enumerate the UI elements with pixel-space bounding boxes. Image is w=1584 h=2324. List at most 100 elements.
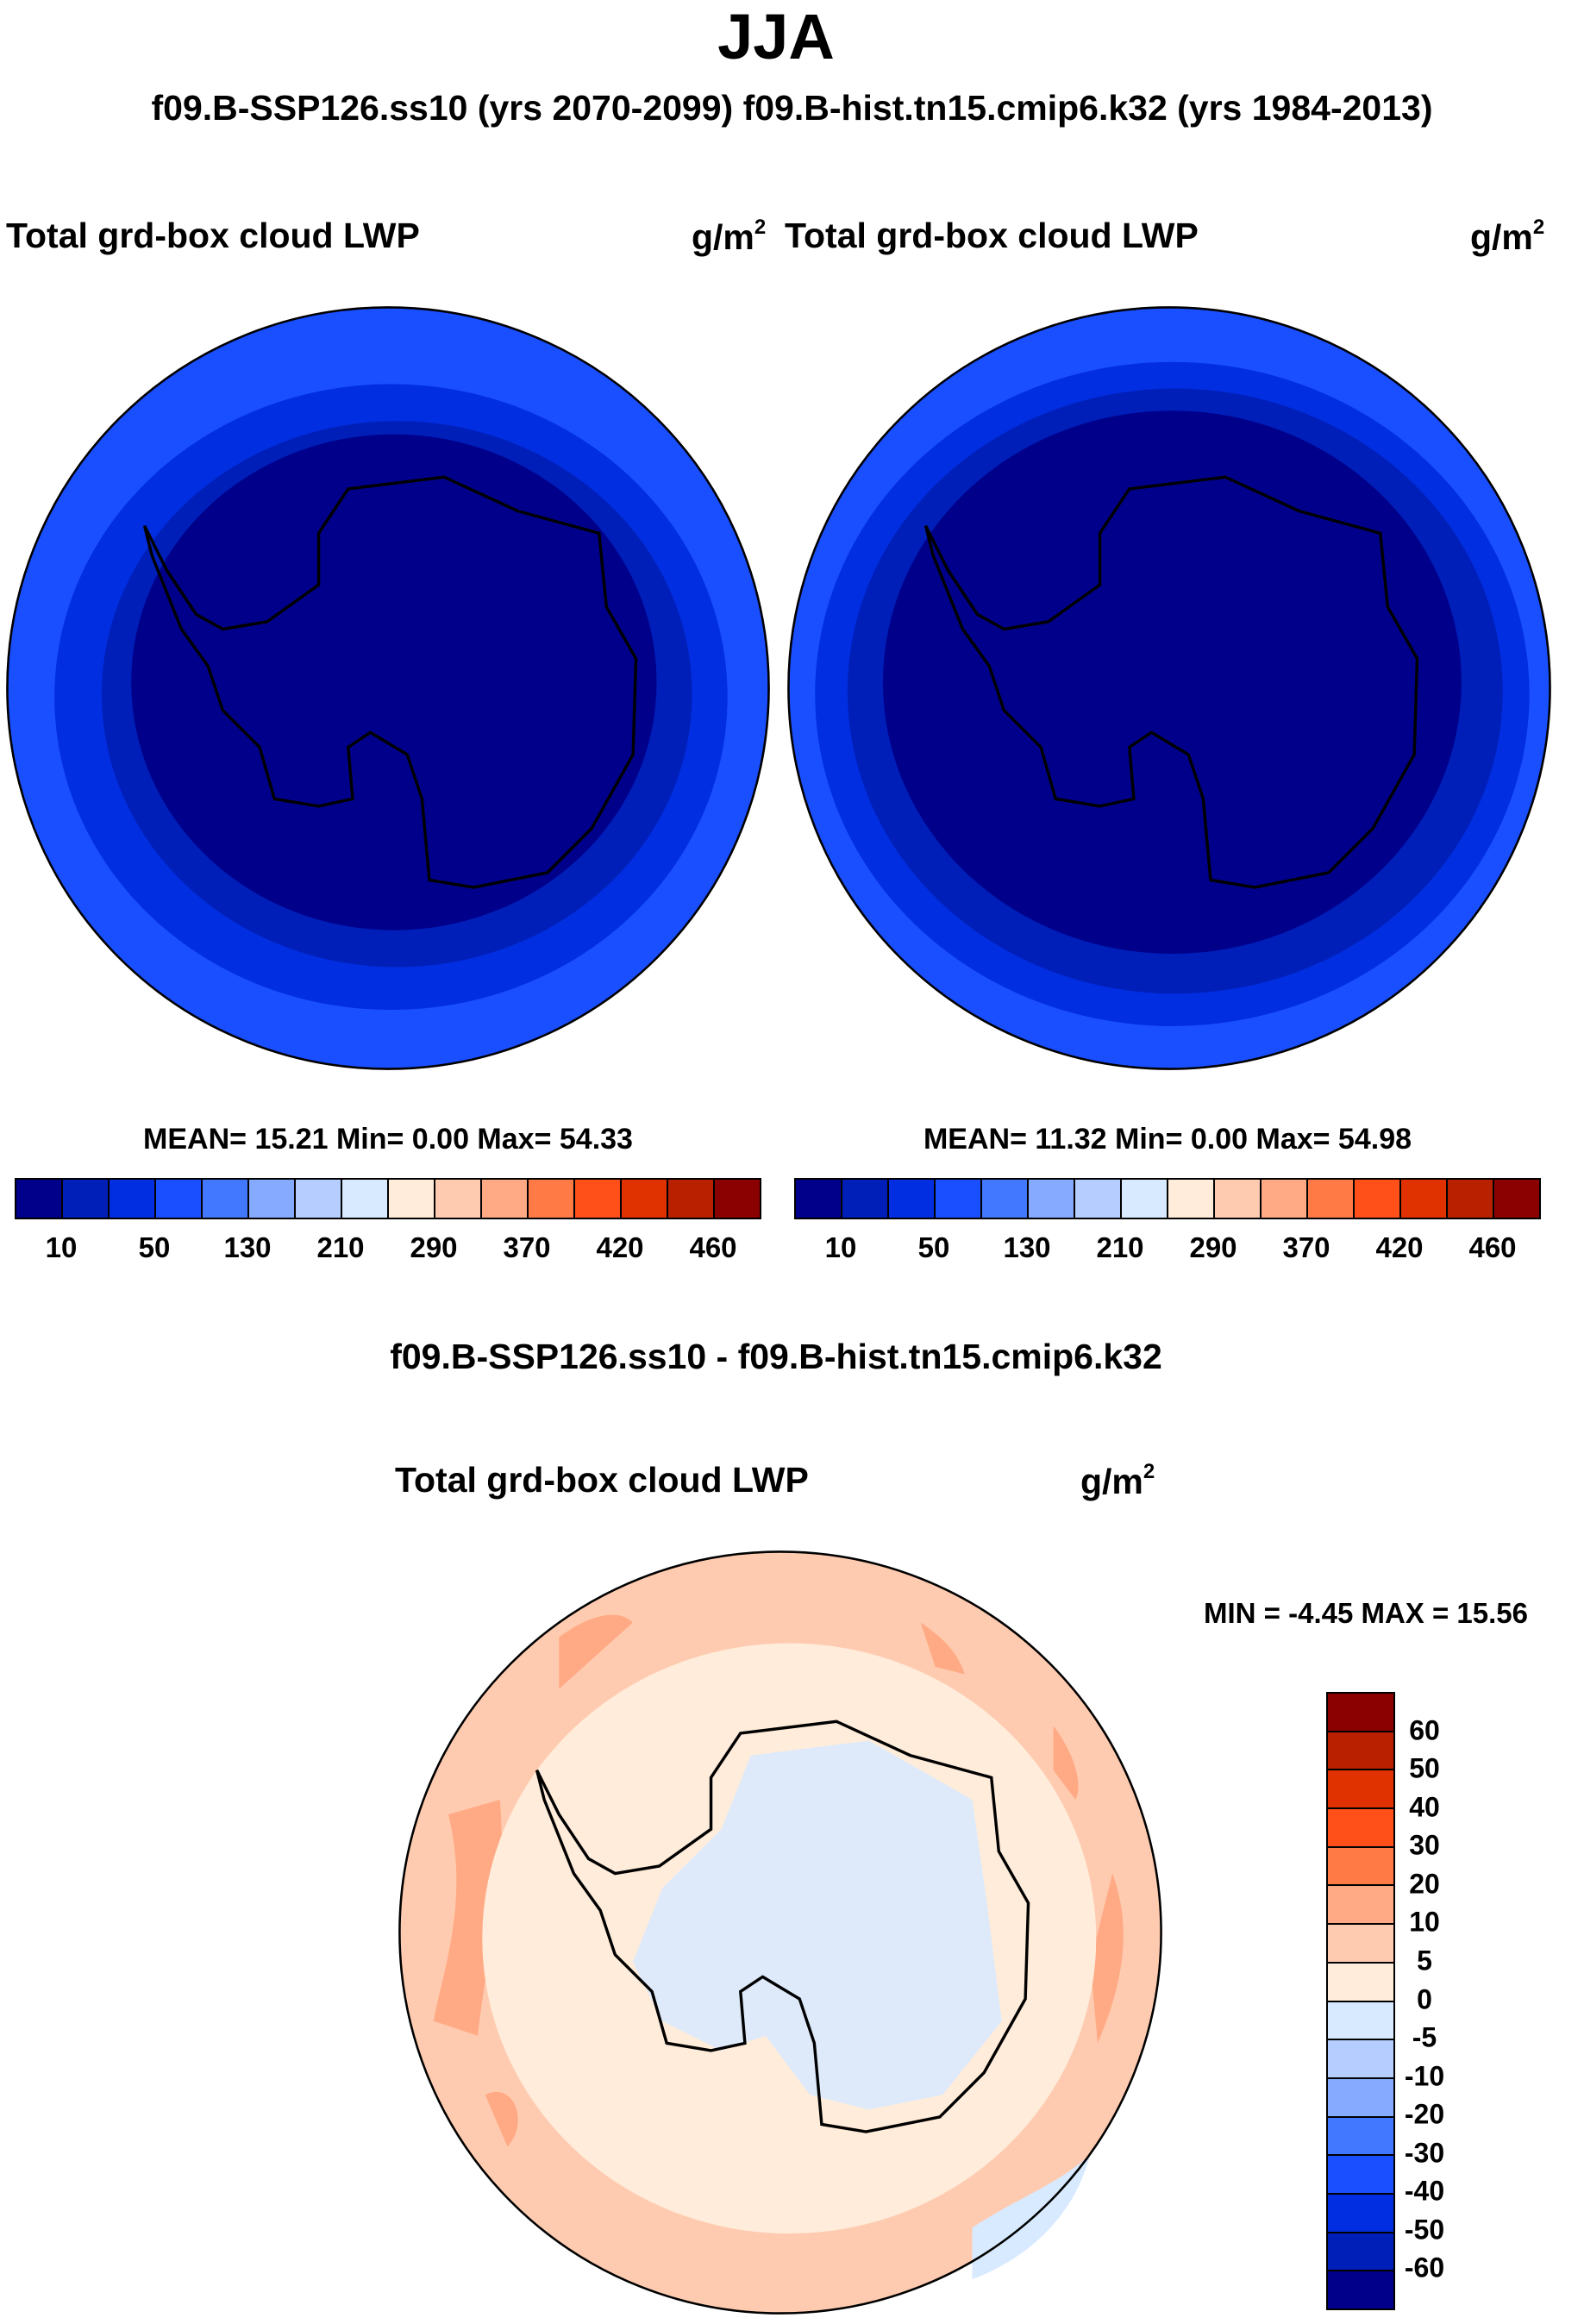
colorbar-box bbox=[1122, 1180, 1168, 1218]
colorbar-label: -5 bbox=[1412, 2021, 1437, 2053]
colorbar-label: 50 bbox=[917, 1231, 950, 1263]
colorbar-box bbox=[842, 1180, 889, 1218]
colorbar-box bbox=[1328, 1809, 1393, 1848]
colorbar-box bbox=[889, 1180, 936, 1218]
colorbar-box bbox=[1328, 1732, 1393, 1771]
colorbar-label: -20 bbox=[1404, 2098, 1445, 2130]
panel1-colorbar bbox=[15, 1178, 761, 1219]
colorbar-box bbox=[1328, 1886, 1393, 1926]
panel3-stats: MIN = -4.45 MAX = 15.56 bbox=[1204, 1597, 1529, 1629]
panel1-colorbar-labels: 10 50 130 210 290 370 420 460 bbox=[15, 1231, 760, 1266]
colorbar-label: 420 bbox=[596, 1231, 644, 1263]
colorbar-box bbox=[1328, 2271, 1393, 2308]
colorbar-box bbox=[1075, 1180, 1122, 1218]
colorbar-label: -50 bbox=[1404, 2214, 1445, 2246]
colorbar-box bbox=[668, 1180, 715, 1218]
colorbar-label: 210 bbox=[1096, 1231, 1144, 1263]
colorbar-box bbox=[622, 1180, 668, 1218]
panel1-map bbox=[6, 306, 770, 1070]
colorbar-box bbox=[1308, 1180, 1355, 1218]
colorbar-box bbox=[249, 1180, 296, 1218]
colorbar-box bbox=[63, 1180, 110, 1218]
colorbar-label: 10 bbox=[45, 1231, 78, 1263]
colorbar-box bbox=[575, 1180, 622, 1218]
colorbar-box bbox=[936, 1180, 982, 1218]
colorbar-box bbox=[1328, 1770, 1393, 1810]
colorbar-box bbox=[389, 1180, 435, 1218]
panel3-title: Total grd-box cloud LWP bbox=[395, 1460, 809, 1500]
antarctica-coastline bbox=[923, 475, 1419, 889]
colorbar-label: 5 bbox=[1417, 1945, 1432, 1976]
panel1-stats: MEAN= 15.21 Min= 0.00 Max= 54.33 bbox=[143, 1123, 633, 1156]
colorbar-box bbox=[1328, 2078, 1393, 2118]
panel3-units: g/m2 bbox=[1080, 1460, 1155, 1501]
antarctica-coastline bbox=[142, 475, 638, 889]
colorbar-box bbox=[482, 1180, 529, 1218]
colorbar-label: 460 bbox=[689, 1231, 737, 1263]
colorbar-box bbox=[16, 1180, 63, 1218]
colorbar-box bbox=[435, 1180, 482, 1218]
colorbar-box bbox=[342, 1180, 389, 1218]
colorbar-box bbox=[1168, 1180, 1215, 1218]
panel2-map bbox=[787, 306, 1551, 1070]
colorbar-box bbox=[1328, 1925, 1393, 1964]
colorbar-box bbox=[1328, 2040, 1393, 2079]
difference-header: f09.B-SSP126.ss10 - f09.B-hist.tn15.cmip… bbox=[390, 1337, 1162, 1376]
colorbar-label: 40 bbox=[1409, 1791, 1440, 1823]
panel3-map bbox=[398, 1550, 1162, 2315]
panel2-title: Total grd-box cloud LWP bbox=[785, 216, 1199, 255]
colorbar-label: 20 bbox=[1409, 1868, 1440, 1900]
colorbar-box bbox=[1494, 1180, 1539, 1218]
colorbar-label: -10 bbox=[1404, 2060, 1445, 2092]
colorbar-label: -40 bbox=[1404, 2175, 1445, 2207]
colorbar-label: 130 bbox=[1003, 1231, 1051, 1263]
panel2-stats: MEAN= 11.32 Min= 0.00 Max= 54.98 bbox=[923, 1123, 1412, 1156]
colorbar-box bbox=[796, 1180, 842, 1218]
colorbar-label: 10 bbox=[1409, 1906, 1440, 1938]
colorbar-label: 130 bbox=[223, 1231, 272, 1263]
colorbar-label: 10 bbox=[824, 1231, 857, 1263]
panel2-units: g/m2 bbox=[1470, 216, 1545, 257]
colorbar-label: 50 bbox=[138, 1231, 171, 1263]
colorbar-box bbox=[1448, 1180, 1494, 1218]
colorbar-label: 210 bbox=[316, 1231, 365, 1263]
colorbar-box bbox=[982, 1180, 1029, 1218]
colorbar-label: 0 bbox=[1417, 1983, 1432, 2014]
colorbar-label: 370 bbox=[503, 1231, 551, 1263]
colorbar-box bbox=[1328, 1963, 1393, 2002]
colorbar-label: -30 bbox=[1404, 2137, 1445, 2169]
colorbar-box bbox=[1215, 1180, 1262, 1218]
colorbar-box bbox=[1328, 1694, 1393, 1732]
colorbar-box bbox=[529, 1180, 575, 1218]
colorbar-box bbox=[1328, 2156, 1393, 2195]
panel1-title: Total grd-box cloud LWP bbox=[6, 216, 420, 255]
colorbar-label: 50 bbox=[1409, 1752, 1440, 1784]
colorbar-box bbox=[296, 1180, 342, 1218]
colorbar-box bbox=[156, 1180, 203, 1218]
panel3-colorbar bbox=[1326, 1692, 1395, 2310]
subtitle: f09.B-SSP126.ss10 (yrs 2070-2099) f09.B-… bbox=[151, 88, 1433, 128]
main-title: JJA bbox=[717, 1, 835, 72]
colorbar-box bbox=[1401, 1180, 1448, 1218]
panel1-units: g/m2 bbox=[692, 216, 767, 257]
colorbar-label: 420 bbox=[1375, 1231, 1424, 1263]
colorbar-box bbox=[1328, 2001, 1393, 2041]
colorbar-box bbox=[1328, 2117, 1393, 2157]
colorbar-label: 290 bbox=[1189, 1231, 1237, 1263]
colorbar-box bbox=[1262, 1180, 1308, 1218]
colorbar-label: 290 bbox=[410, 1231, 458, 1263]
colorbar-box bbox=[1328, 1847, 1393, 1887]
colorbar-box bbox=[1328, 2194, 1393, 2233]
colorbar-label: 370 bbox=[1282, 1231, 1330, 1263]
colorbar-box bbox=[203, 1180, 249, 1218]
panel2-colorbar bbox=[794, 1178, 1541, 1219]
colorbar-box bbox=[1029, 1180, 1075, 1218]
colorbar-box bbox=[715, 1180, 760, 1218]
colorbar-label: 30 bbox=[1409, 1829, 1440, 1861]
colorbar-box bbox=[110, 1180, 156, 1218]
colorbar-box bbox=[1355, 1180, 1401, 1218]
antarctica-coastline bbox=[535, 1720, 1030, 2133]
colorbar-label: 60 bbox=[1409, 1714, 1440, 1746]
colorbar-label: 460 bbox=[1468, 1231, 1517, 1263]
colorbar-box bbox=[1328, 2233, 1393, 2272]
